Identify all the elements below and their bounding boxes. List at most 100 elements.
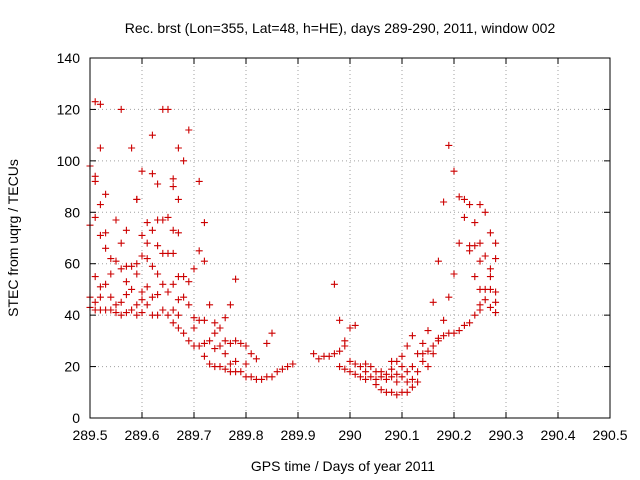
data-point bbox=[268, 329, 276, 337]
data-point bbox=[154, 180, 162, 188]
data-point bbox=[180, 293, 188, 301]
data-point bbox=[221, 350, 229, 358]
data-point bbox=[159, 306, 167, 314]
data-point bbox=[455, 193, 463, 201]
data-point bbox=[117, 265, 125, 273]
data-point bbox=[159, 216, 167, 224]
x-tick-label: 290.1 bbox=[384, 427, 419, 443]
data-point bbox=[408, 332, 416, 340]
data-point bbox=[96, 201, 104, 209]
data-point bbox=[174, 144, 182, 152]
data-point bbox=[486, 229, 494, 237]
data-point bbox=[471, 311, 479, 319]
data-point bbox=[180, 157, 188, 165]
data-point bbox=[440, 316, 448, 324]
x-tick-label: 289.6 bbox=[124, 427, 159, 443]
y-tick-label: 80 bbox=[64, 204, 80, 220]
data-point bbox=[91, 98, 99, 106]
data-point bbox=[117, 311, 125, 319]
data-point bbox=[107, 306, 115, 314]
data-point bbox=[278, 365, 286, 373]
data-point bbox=[414, 368, 422, 376]
data-point bbox=[206, 301, 214, 309]
data-point bbox=[237, 368, 245, 376]
y-tick-label: 20 bbox=[64, 359, 80, 375]
data-point bbox=[414, 378, 422, 386]
data-point bbox=[393, 391, 401, 399]
chart-title: Rec. brst (Lon=355, Lat=48, h=HE), days … bbox=[125, 20, 556, 36]
data-point bbox=[330, 280, 338, 288]
data-point bbox=[216, 342, 224, 350]
data-point bbox=[393, 378, 401, 386]
data-point bbox=[174, 195, 182, 203]
data-point bbox=[91, 213, 99, 221]
data-point bbox=[351, 321, 359, 329]
data-point bbox=[107, 255, 115, 263]
data-point bbox=[185, 126, 193, 134]
data-point bbox=[96, 293, 104, 301]
axis-ticks: 289.5 289.6 289.7 289.8 289.9 290 290.1 290.2 29… bbox=[57, 50, 628, 443]
data-point bbox=[102, 280, 110, 288]
data-point bbox=[195, 342, 203, 350]
x-tick-label: 289.7 bbox=[176, 427, 211, 443]
data-point bbox=[393, 357, 401, 365]
data-point bbox=[258, 375, 266, 383]
data-point bbox=[133, 195, 141, 203]
data-point bbox=[138, 296, 146, 304]
data-point bbox=[206, 337, 214, 345]
data-point bbox=[450, 329, 458, 337]
data-point bbox=[91, 177, 99, 185]
data-point bbox=[471, 273, 479, 281]
data-point bbox=[122, 309, 130, 317]
data-point bbox=[154, 311, 162, 319]
data-point bbox=[232, 275, 240, 283]
data-point bbox=[143, 219, 151, 227]
data-point bbox=[377, 386, 385, 394]
data-point bbox=[362, 360, 370, 368]
data-point bbox=[148, 170, 156, 178]
data-point bbox=[102, 229, 110, 237]
data-point bbox=[346, 357, 354, 365]
data-point bbox=[91, 273, 99, 281]
data-point bbox=[185, 337, 193, 345]
data-point bbox=[356, 363, 364, 371]
data-point bbox=[351, 360, 359, 368]
x-axis-label: GPS time / Days of year 2011 bbox=[251, 458, 435, 474]
data-point bbox=[476, 201, 484, 209]
data-point bbox=[325, 352, 333, 360]
data-point bbox=[232, 337, 240, 345]
data-point bbox=[128, 285, 136, 293]
data-point bbox=[148, 293, 156, 301]
data-point bbox=[346, 324, 354, 332]
data-point bbox=[154, 291, 162, 299]
data-point bbox=[393, 370, 401, 378]
data-points bbox=[86, 98, 500, 399]
data-point bbox=[200, 339, 208, 347]
data-point bbox=[154, 270, 162, 278]
data-point bbox=[362, 375, 370, 383]
data-point bbox=[284, 363, 292, 371]
data-point bbox=[273, 368, 281, 376]
data-point bbox=[336, 363, 344, 371]
data-point bbox=[133, 270, 141, 278]
data-point bbox=[138, 252, 146, 260]
x-tick-label: 289.5 bbox=[72, 427, 107, 443]
data-point bbox=[195, 177, 203, 185]
data-point bbox=[455, 239, 463, 247]
data-point bbox=[138, 231, 146, 239]
data-point bbox=[221, 365, 229, 373]
grid-lines bbox=[90, 58, 610, 418]
data-point bbox=[367, 373, 375, 381]
data-point bbox=[247, 373, 255, 381]
data-point bbox=[102, 244, 110, 252]
data-point bbox=[180, 329, 188, 337]
data-point bbox=[195, 247, 203, 255]
data-point bbox=[206, 360, 214, 368]
data-point bbox=[117, 239, 125, 247]
data-point bbox=[382, 375, 390, 383]
data-point bbox=[190, 324, 198, 332]
data-point bbox=[96, 144, 104, 152]
data-point bbox=[440, 198, 448, 206]
data-point bbox=[466, 201, 474, 209]
data-point bbox=[216, 324, 224, 332]
